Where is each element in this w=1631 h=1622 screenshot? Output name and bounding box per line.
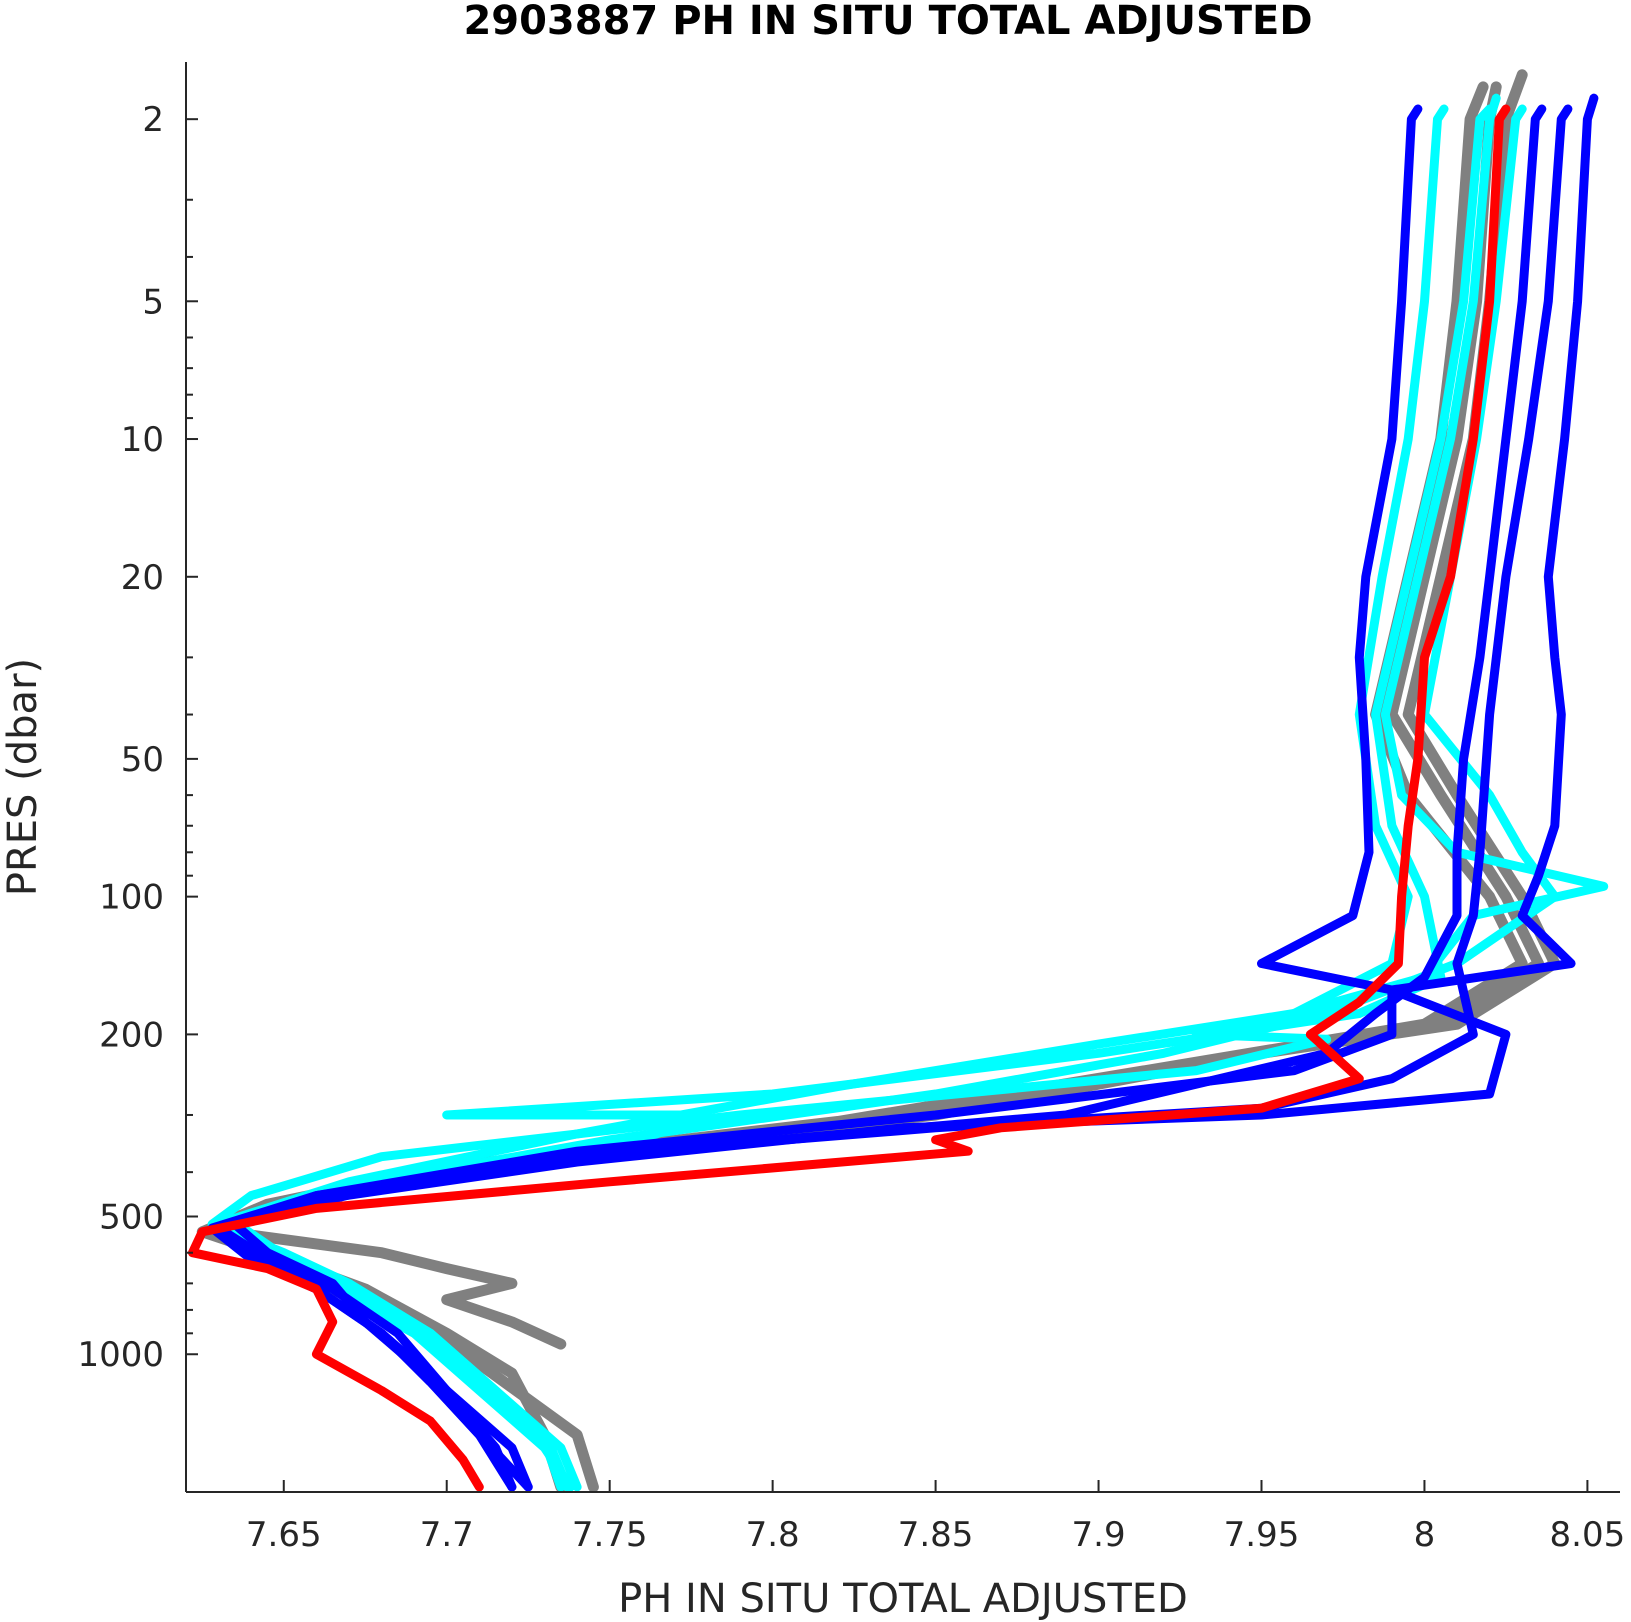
- profile-line-10: [214, 93, 1599, 1492]
- profile-line-12: [188, 104, 1511, 1492]
- profile-line-3: [206, 81, 1544, 1350]
- x-tick-label: 7.8: [746, 1515, 800, 1555]
- y-tick-label: 20: [121, 558, 164, 598]
- y-ticks: 2 5 10 20 50 100 200 500 1000: [77, 100, 198, 1493]
- profile-line-6: [223, 104, 1449, 1492]
- profile-line-5: [214, 104, 1495, 1492]
- y-tick-label: 10: [121, 420, 164, 460]
- y-tick-label: 200: [99, 1015, 164, 1055]
- y-tick-label: 5: [142, 282, 164, 322]
- x-tick-label: 8: [1414, 1515, 1436, 1555]
- profile-line-11: [207, 104, 1573, 1492]
- profile-line-2: [196, 81, 1528, 1493]
- series-layer: [188, 69, 1609, 1493]
- x-tick-label: 7.75: [572, 1515, 648, 1555]
- profile-line-7: [230, 104, 1560, 1492]
- chart-title: 2903887 PH IN SITU TOTAL ADJUSTED: [463, 0, 1312, 44]
- y-axis-label: PRES (dbar): [0, 658, 46, 896]
- x-tick-label: 8.05: [1550, 1515, 1626, 1555]
- y-tick-label: 50: [121, 740, 164, 780]
- x-ticks: 7.65 7.7 7.75 7.8 7.85 7.9 7.95 8 8.05: [246, 1480, 1625, 1555]
- x-tick-label: 7.9: [1072, 1515, 1126, 1555]
- y-tick-label: 2: [142, 100, 164, 140]
- y-tick-label: 1000: [77, 1335, 164, 1375]
- profile-line-9: [230, 104, 1547, 1492]
- x-tick-label: 7.7: [420, 1515, 474, 1555]
- y-tick-label: 100: [99, 878, 164, 918]
- profile-line-4: [207, 93, 1609, 1492]
- x-tick-label: 7.95: [1224, 1515, 1300, 1555]
- x-tick-label: 7.65: [246, 1515, 322, 1555]
- x-axis-label: PH IN SITU TOTAL ADJUSTED: [618, 1576, 1188, 1622]
- profile-line-1: [213, 69, 1561, 1493]
- x-tick-label: 7.85: [898, 1515, 974, 1555]
- profile-line-8: [214, 104, 1423, 1492]
- y-tick-label: 500: [99, 1197, 164, 1237]
